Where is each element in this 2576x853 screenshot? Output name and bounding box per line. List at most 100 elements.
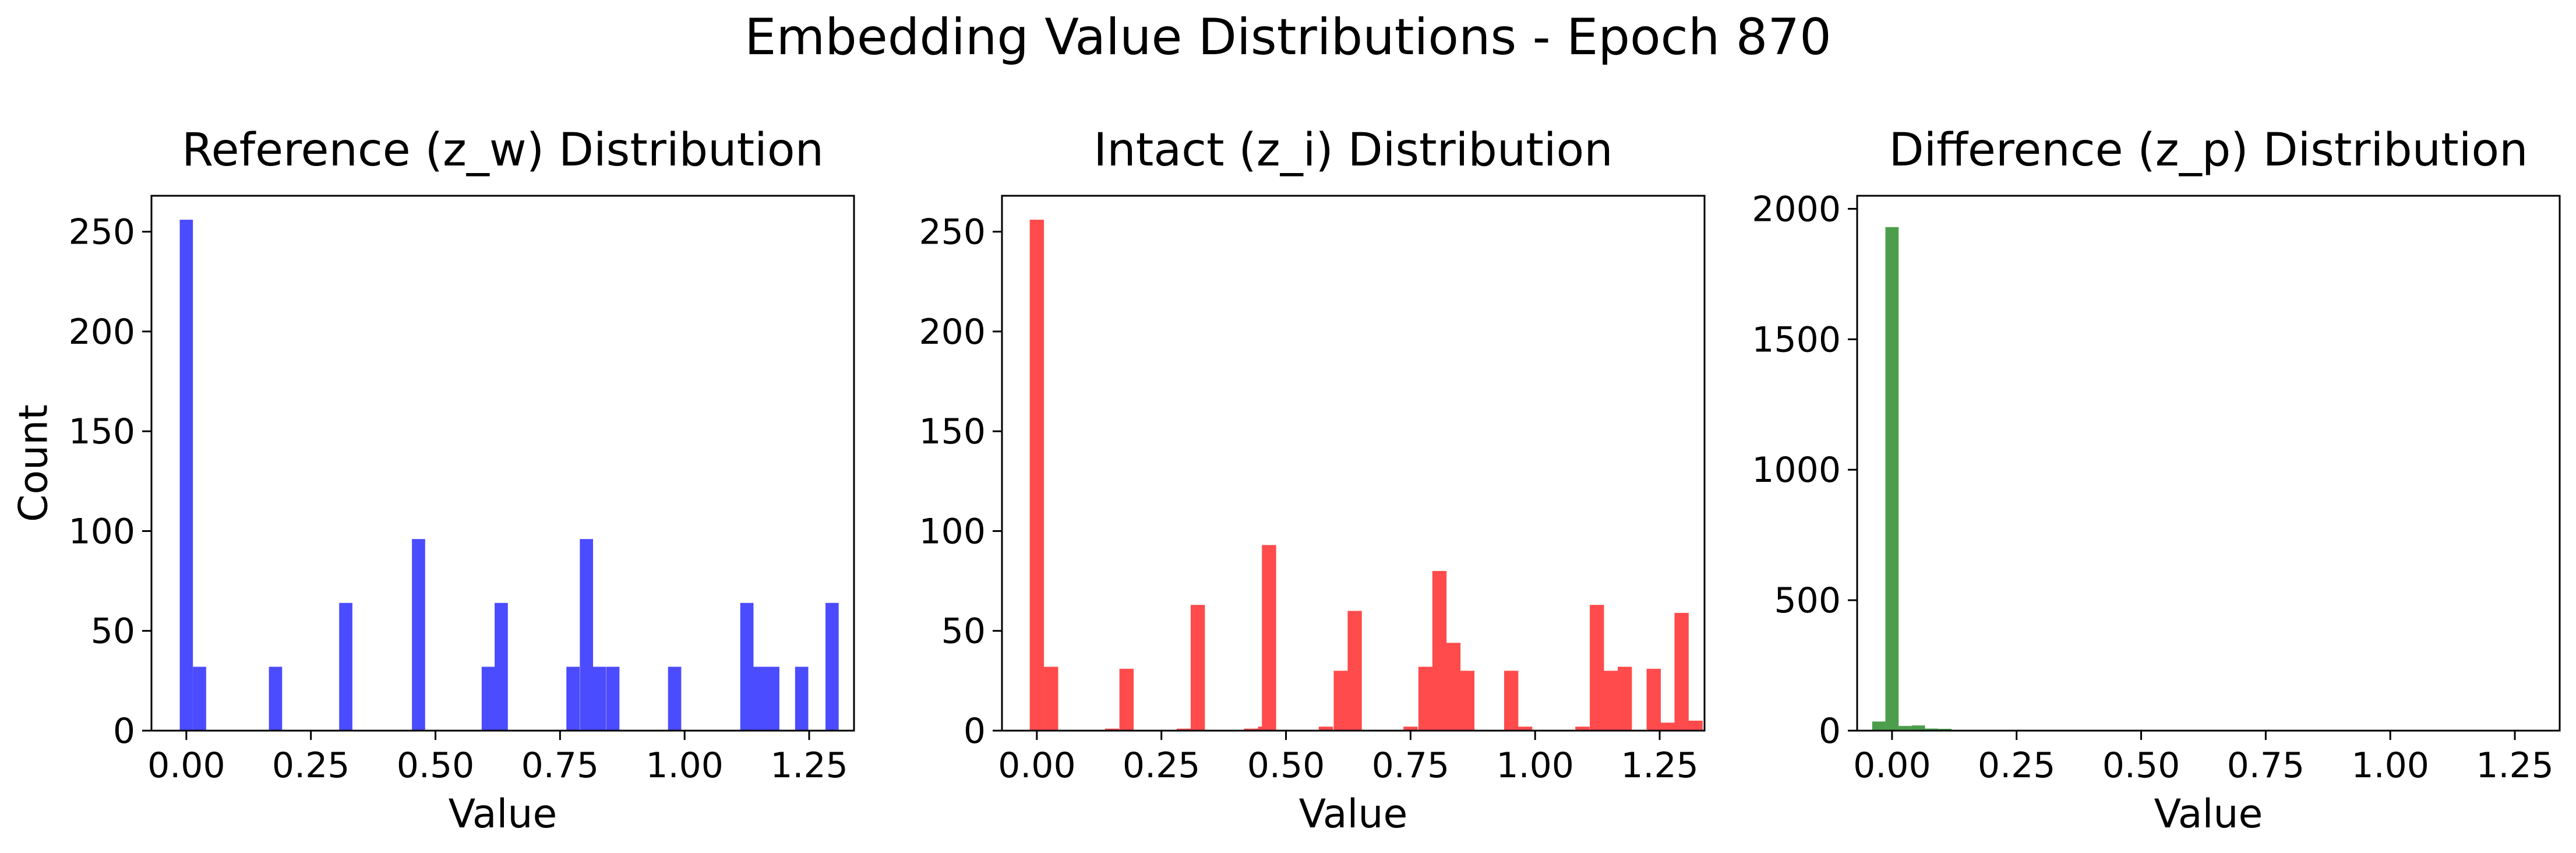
histogram-bar bbox=[1460, 671, 1475, 731]
y-tick-label: 1500 bbox=[1752, 319, 1841, 360]
x-tick-label: 0.00 bbox=[147, 745, 225, 786]
figure-title: Embedding Value Distributions - Epoch 87… bbox=[744, 8, 1832, 66]
y-tick-label: 1000 bbox=[1752, 450, 1841, 491]
y-tick-label: 200 bbox=[919, 312, 986, 353]
histogram-bar bbox=[339, 602, 352, 731]
x-tick-label: 1.00 bbox=[645, 745, 724, 786]
histogram-bar bbox=[1604, 671, 1618, 731]
histogram-bar bbox=[1688, 720, 1703, 731]
x-tick-label: 1.25 bbox=[2476, 745, 2554, 786]
y-tick-label: 150 bbox=[68, 411, 135, 452]
histogram-bar bbox=[1885, 227, 1899, 731]
histogram-bar bbox=[1347, 611, 1362, 731]
x-axis-label: Value bbox=[2154, 791, 2263, 837]
histogram-bar bbox=[1104, 728, 1120, 731]
y-tick-label: 500 bbox=[1774, 580, 1841, 621]
histogram-bar bbox=[766, 667, 779, 731]
histogram-bar bbox=[1318, 727, 1333, 731]
histogram-bar bbox=[1660, 722, 1675, 731]
histogram-bar bbox=[1446, 643, 1461, 731]
histogram-bar bbox=[753, 667, 767, 731]
histogram-bar bbox=[1403, 727, 1418, 731]
histogram-bar bbox=[580, 539, 594, 731]
subplot-1: 0.00 0.25 0.50 0.75 1.00 1.25 0 50 100 150 200 250 R… bbox=[11, 124, 855, 837]
x-tick-label: 0.75 bbox=[521, 745, 599, 786]
x-tick-label: 1.00 bbox=[1496, 745, 1574, 786]
histogram-bar bbox=[1911, 725, 1925, 731]
histogram-bar bbox=[481, 667, 495, 731]
x-tick-label: 0.50 bbox=[2102, 745, 2180, 786]
histogram-bar bbox=[1938, 728, 1952, 731]
y-tick-label: 100 bbox=[919, 511, 986, 552]
subplot-2: 0.00 0.25 0.50 0.75 1.00 1.25 0 50 100 150 200 250 I… bbox=[919, 124, 1706, 837]
x-axis-label: Value bbox=[1299, 791, 1408, 837]
histogram-bars bbox=[179, 220, 839, 731]
histogram-bar bbox=[1333, 671, 1348, 731]
subplot-title: Difference (z_p) Distribution bbox=[1889, 124, 2528, 177]
subplot-3: 0.00 0.25 0.50 0.75 1.00 1.25 0 500 1000 1500 2000… bbox=[1752, 124, 2561, 837]
y-tick-label: 250 bbox=[68, 212, 135, 253]
axes-frame bbox=[1001, 195, 1706, 732]
x-tick-label: 0.75 bbox=[2227, 745, 2305, 786]
histogram-bar bbox=[668, 667, 682, 731]
histogram-bar bbox=[740, 602, 754, 731]
x-tick-label: 0.50 bbox=[397, 745, 475, 786]
subplot-title: Intact (z_i) Distribution bbox=[1093, 124, 1612, 177]
x-tick-label: 1.00 bbox=[2351, 745, 2429, 786]
axes-frame bbox=[150, 195, 855, 732]
histogram-bar bbox=[1872, 721, 1886, 731]
y-tick-label: 150 bbox=[919, 411, 986, 452]
histogram-bar bbox=[1575, 727, 1590, 731]
histogram-bar bbox=[412, 539, 425, 731]
histogram-bar bbox=[1646, 668, 1661, 731]
y-tick-label: 50 bbox=[941, 611, 986, 652]
histogram-bar bbox=[1432, 570, 1447, 731]
x-tick-label: 0.50 bbox=[1247, 745, 1325, 786]
histogram-bar bbox=[1119, 668, 1134, 731]
y-tick-label: 0 bbox=[113, 711, 135, 752]
histogram-bars bbox=[1029, 220, 1703, 731]
subplot-title: Reference (z_w) Distribution bbox=[182, 124, 824, 177]
x-tick-label: 0.75 bbox=[1372, 745, 1450, 786]
x-tick-label: 0.00 bbox=[1853, 745, 1931, 786]
histogram-bar bbox=[269, 667, 283, 731]
axes-frame bbox=[1856, 195, 2561, 732]
histogram-bar bbox=[1504, 671, 1519, 731]
histogram-bar bbox=[1244, 728, 1258, 731]
histogram-bars bbox=[1859, 227, 2018, 731]
histogram-bar bbox=[1029, 220, 1044, 731]
histogram-bar bbox=[495, 602, 508, 731]
x-tick-label: 1.25 bbox=[1621, 745, 1699, 786]
y-tick-label: 0 bbox=[1819, 711, 1841, 752]
y-tick-label: 0 bbox=[964, 711, 986, 752]
histogram-bar bbox=[1899, 725, 1912, 731]
histogram-bar bbox=[1418, 667, 1433, 731]
histogram-bar bbox=[1617, 667, 1632, 731]
histogram-bar bbox=[1190, 605, 1205, 731]
y-tick-label: 100 bbox=[68, 511, 135, 552]
histogram-bar bbox=[795, 667, 809, 731]
histogram-bar bbox=[592, 667, 606, 731]
histogram-bar bbox=[1177, 728, 1191, 731]
x-tick-label: 0.25 bbox=[272, 745, 350, 786]
y-tick-label: 200 bbox=[68, 312, 135, 353]
x-tick-label: 1.25 bbox=[770, 745, 848, 786]
histogram-bar bbox=[1044, 667, 1058, 731]
histogram-bar bbox=[606, 667, 620, 731]
histogram-bar bbox=[179, 220, 193, 731]
x-tick-label: 0.00 bbox=[998, 745, 1076, 786]
histogram-bar bbox=[1590, 605, 1604, 731]
histogram-bar bbox=[825, 602, 839, 731]
y-axis-label: Count bbox=[11, 404, 57, 522]
x-axis-label: Value bbox=[449, 791, 557, 837]
histogram-bar bbox=[193, 667, 206, 731]
histogram-bar bbox=[1674, 612, 1689, 731]
x-tick-label: 0.25 bbox=[1978, 745, 2056, 786]
y-tick-label: 2000 bbox=[1752, 189, 1841, 230]
histogram-bar bbox=[1262, 545, 1276, 731]
y-tick-label: 250 bbox=[919, 212, 986, 253]
y-tick-label: 50 bbox=[91, 611, 135, 652]
histogram-bar bbox=[1925, 728, 1939, 731]
x-tick-label: 0.25 bbox=[1123, 745, 1201, 786]
